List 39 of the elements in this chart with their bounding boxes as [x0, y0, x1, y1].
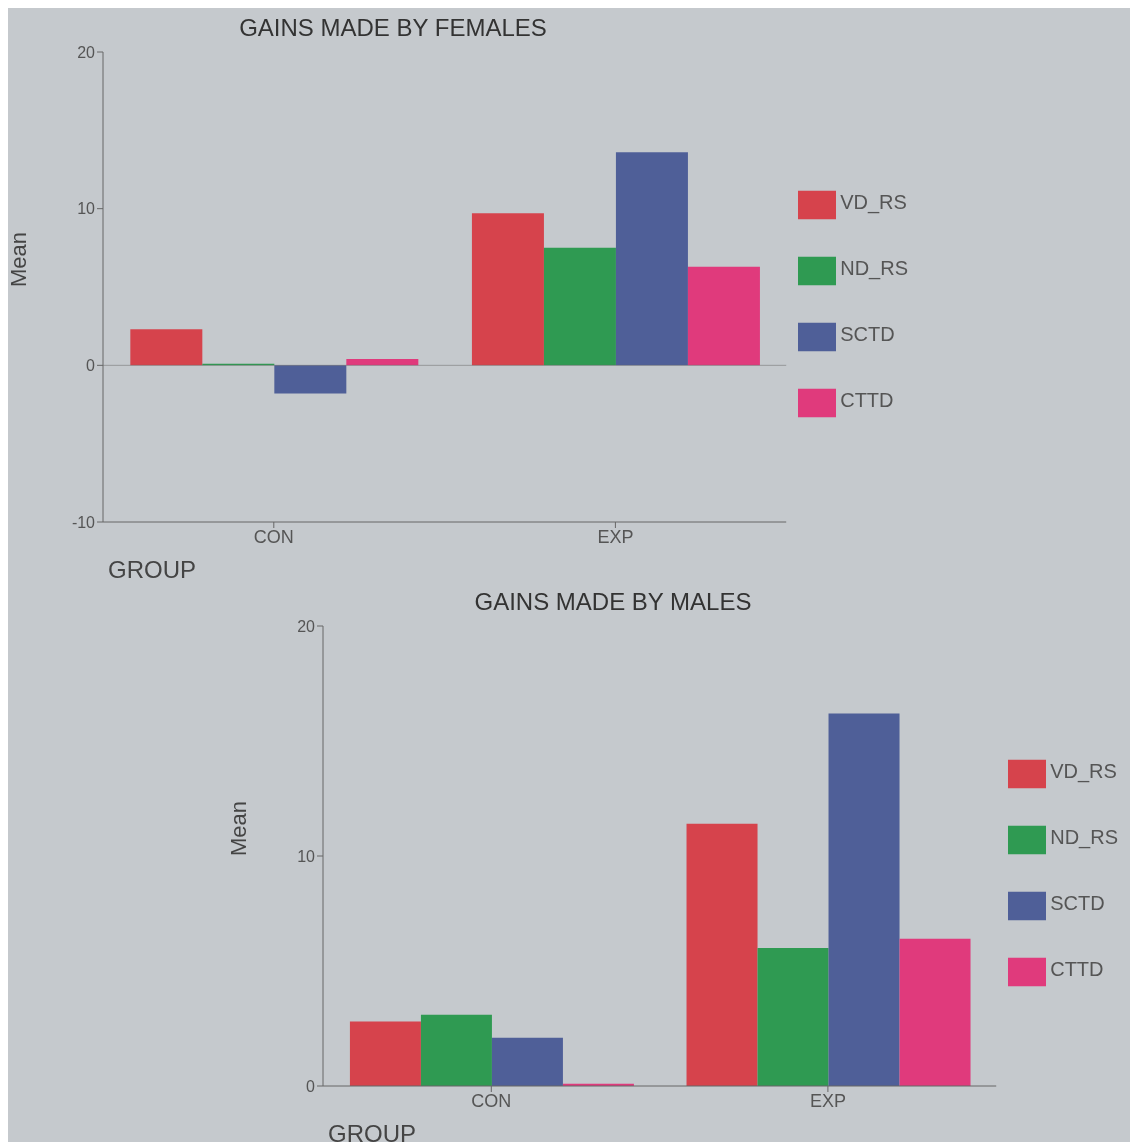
y-tick-label: 20 — [297, 617, 316, 635]
bar — [615, 152, 688, 366]
bar — [828, 713, 900, 1086]
legend-label: ND_RS — [840, 257, 908, 279]
bar — [420, 1014, 492, 1086]
legend-label: CTTD — [1050, 958, 1104, 980]
bar — [899, 938, 971, 1086]
legend-label: VD_RS — [840, 191, 907, 213]
chart-title: GAINS MADE BY MALES — [473, 588, 753, 616]
legend-label: CTTD — [840, 389, 894, 411]
legend-label: ND_RS — [1050, 826, 1118, 848]
bar — [687, 266, 760, 366]
bar — [757, 948, 829, 1086]
y-axis-title: Mean — [5, 231, 31, 287]
x-axis-title: GROUP — [108, 556, 197, 584]
bar — [686, 823, 758, 1086]
bar — [274, 365, 347, 394]
legend-label: SCTD — [840, 323, 895, 345]
chart-title: GAINS MADE BY FEMALES — [238, 14, 548, 42]
y-axis-title: Mean — [225, 800, 251, 856]
y-tick-label: -10 — [71, 513, 96, 531]
legend-label: VD_RS — [1050, 760, 1117, 782]
legend-label: SCTD — [1050, 892, 1105, 914]
bar — [346, 359, 419, 366]
x-tick-label: EXP — [597, 526, 634, 547]
bar — [543, 247, 616, 366]
x-axis-title: GROUP — [328, 1120, 417, 1142]
y-tick-label: 0 — [306, 1077, 316, 1095]
y-tick-label: 10 — [297, 847, 316, 865]
x-tick-label: CON — [253, 526, 294, 547]
bar — [130, 329, 203, 366]
x-tick-label: EXP — [809, 1090, 846, 1111]
y-tick-label: 20 — [77, 43, 96, 61]
bar — [471, 213, 544, 366]
x-tick-label: CON — [471, 1090, 512, 1111]
bar — [491, 1037, 563, 1086]
y-tick-label: 0 — [86, 357, 96, 375]
y-tick-label: 10 — [77, 200, 96, 218]
bar — [349, 1021, 421, 1086]
